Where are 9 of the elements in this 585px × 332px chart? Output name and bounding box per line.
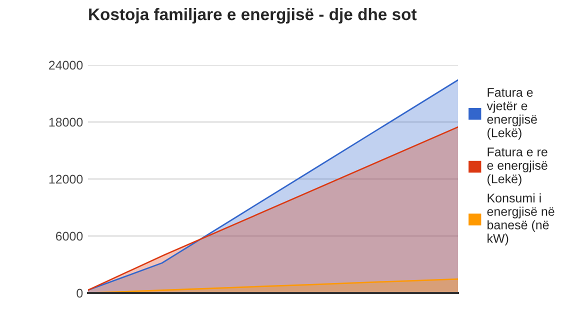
y-tick-label: 12000 <box>49 174 83 184</box>
legend-label: Fatura e vjetër e energjisë (Lekë) <box>486 88 537 140</box>
y-tick-label: 6000 <box>56 232 83 241</box>
chart-title: Kostoja familjare e energjisë - dje dhe sot <box>89 8 417 24</box>
y-tick-label: 0 <box>76 288 83 298</box>
legend-label: Konsumi i energjisë në banesë (në kW) <box>487 193 554 246</box>
y-tick-label: 18000 <box>49 118 83 127</box>
y-tick-label: 24000 <box>49 60 83 70</box>
legend-label: Fatura e re e energjisë (Lekë) <box>487 148 548 186</box>
